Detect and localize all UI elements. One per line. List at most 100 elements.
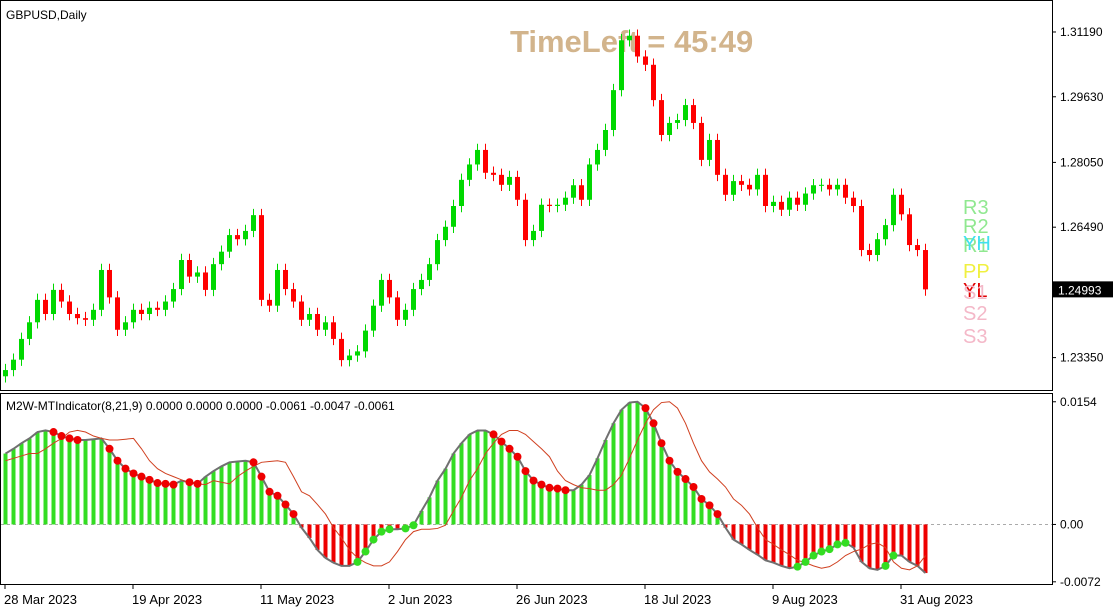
- candle-body: [611, 90, 616, 130]
- falling-dot: [161, 479, 170, 488]
- candle-body: [123, 322, 128, 330]
- histogram-bar: [339, 524, 344, 566]
- falling-dot: [649, 419, 658, 428]
- candle-body: [371, 305, 376, 331]
- histogram-bar: [211, 471, 216, 525]
- x-tick-label: 11 May 2023: [260, 592, 334, 607]
- histogram-bar: [443, 468, 448, 525]
- histogram-bar: [283, 504, 288, 525]
- candle-body: [251, 215, 256, 231]
- candle-body: [779, 201, 784, 210]
- y-tick-label: 1.29630: [1060, 90, 1104, 104]
- falling-dot: [137, 472, 146, 481]
- histogram-bar: [803, 524, 808, 562]
- candle-body: [347, 355, 352, 361]
- histogram-bar: [427, 497, 432, 525]
- candle-body: [619, 40, 624, 91]
- histogram-bar: [147, 479, 152, 525]
- histogram-bar: [163, 483, 168, 525]
- candle-body: [355, 351, 360, 356]
- candle-body: [667, 122, 672, 135]
- histogram-bar: [595, 458, 600, 525]
- time-left: TimeLeft = 45:49: [510, 24, 753, 59]
- histogram-bar: [859, 524, 864, 562]
- candle-body: [715, 139, 720, 175]
- candle-body: [243, 230, 248, 240]
- candle-body: [451, 206, 456, 227]
- histogram-bar: [219, 466, 224, 525]
- histogram-bar: [883, 524, 888, 566]
- indicator-title: M2W-MTIndicator(8,21,9) 0.0000 0.0000 0.…: [6, 399, 395, 413]
- chart-title: GBPUSD,Daily: [6, 8, 87, 22]
- histogram-bar: [51, 432, 56, 525]
- candle-body: [731, 181, 736, 195]
- histogram-bar: [171, 484, 176, 525]
- histogram-bar: [243, 460, 248, 525]
- histogram-bar: [227, 462, 232, 525]
- candle-body: [395, 297, 400, 320]
- pivot-label: R2: [963, 216, 989, 238]
- candle-body: [83, 318, 88, 320]
- y-tick-label: 0.0154: [1060, 395, 1097, 409]
- histogram-bar: [59, 436, 64, 525]
- falling-dot: [681, 475, 690, 484]
- candle-body: [139, 309, 144, 314]
- histogram-bar: [715, 514, 720, 525]
- falling-dot: [289, 510, 298, 519]
- histogram-bar: [787, 524, 792, 569]
- candle-body: [723, 174, 728, 195]
- last-price-label: 1.24993: [1058, 283, 1102, 297]
- candle-body: [163, 301, 168, 310]
- falling-dot: [73, 436, 82, 445]
- candle-body: [531, 230, 536, 241]
- histogram-bar: [755, 524, 760, 555]
- histogram-bar: [699, 498, 704, 525]
- candle-body: [291, 289, 296, 302]
- histogram-bar: [115, 460, 120, 525]
- histogram-bar: [875, 524, 880, 570]
- histogram-bar: [11, 448, 16, 525]
- rising-dot: [409, 521, 418, 530]
- candle-body: [59, 289, 64, 302]
- falling-dot: [561, 486, 570, 495]
- histogram-bar: [899, 524, 904, 556]
- histogram-bar: [35, 432, 40, 525]
- candle-body: [323, 322, 328, 330]
- candle-body: [827, 184, 832, 190]
- candle-body: [131, 309, 136, 323]
- candle-body: [11, 359, 16, 371]
- candle-body: [35, 299, 40, 323]
- histogram-bar: [331, 524, 336, 563]
- falling-dot: [545, 483, 554, 492]
- candle-body: [19, 338, 24, 360]
- histogram-bar: [131, 473, 136, 525]
- candle-body: [907, 214, 912, 246]
- histogram-bar: [123, 468, 128, 525]
- candle-body: [547, 204, 552, 207]
- candle-body: [3, 370, 8, 377]
- falling-dot: [697, 494, 706, 503]
- candle-body: [51, 289, 56, 314]
- histogram-bar: [675, 471, 680, 525]
- candle-body: [507, 176, 512, 185]
- candle-body: [467, 164, 472, 180]
- candle-body: [923, 250, 928, 290]
- histogram-bar: [707, 505, 712, 525]
- histogram-bar: [643, 408, 648, 525]
- falling-dot: [657, 439, 666, 448]
- histogram-bar: [467, 434, 472, 525]
- candle-body: [411, 289, 416, 310]
- histogram-bar: [579, 484, 584, 525]
- histogram-bar: [75, 440, 80, 525]
- candle-body: [795, 197, 800, 205]
- histogram-bar: [307, 524, 312, 538]
- falling-dot: [281, 500, 290, 509]
- y-tick-label: 1.28050: [1060, 155, 1104, 169]
- candle-body: [635, 35, 640, 57]
- candle-body: [523, 199, 528, 241]
- histogram-bar: [107, 448, 112, 525]
- histogram-bar: [43, 430, 48, 525]
- histogram-bar: [691, 487, 696, 525]
- candle-body: [563, 197, 568, 205]
- candle-body: [443, 226, 448, 241]
